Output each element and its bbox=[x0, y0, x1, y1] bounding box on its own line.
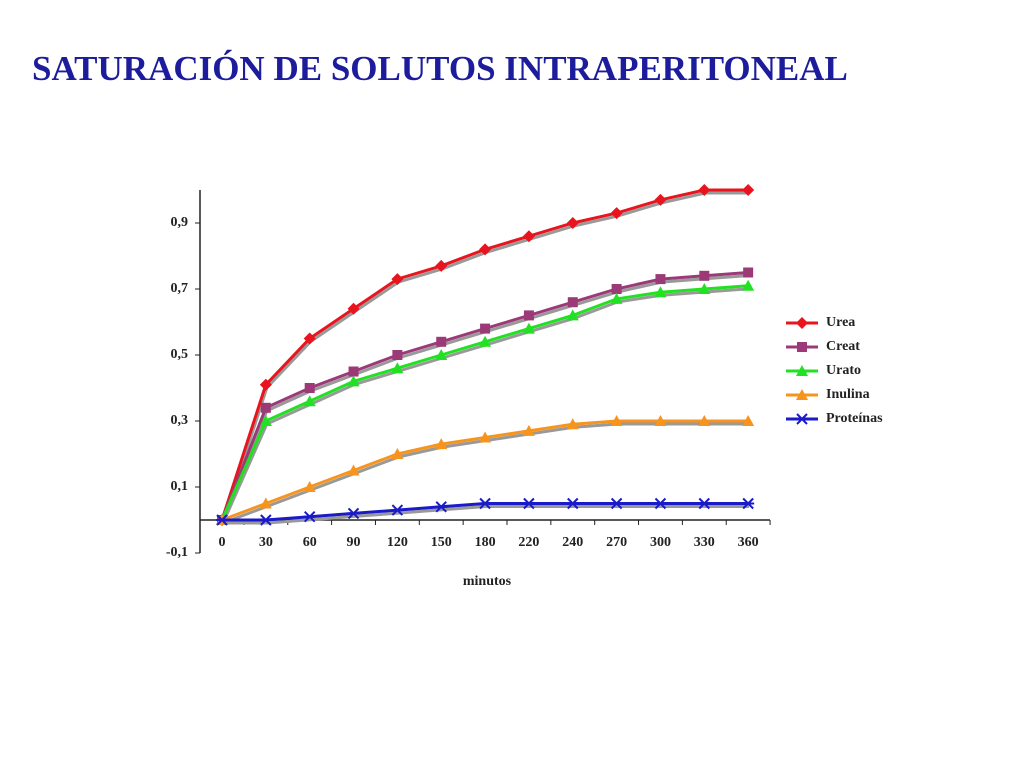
point bbox=[698, 184, 711, 196]
legend-label: Inulina bbox=[826, 387, 870, 402]
point bbox=[742, 279, 755, 291]
legend-label: Urato bbox=[826, 363, 861, 378]
x-tick-label: 60 bbox=[303, 535, 317, 550]
point bbox=[698, 283, 711, 294]
point bbox=[522, 424, 535, 436]
x-tick-label: 0 bbox=[219, 535, 226, 550]
point bbox=[391, 448, 404, 459]
point bbox=[522, 497, 535, 510]
legend-marker bbox=[796, 413, 808, 425]
x-tick-label: 90 bbox=[347, 535, 361, 550]
x-tick-label: 220 bbox=[518, 535, 539, 550]
chart-title: SATURACIÓN DE SOLUTOS INTRAPERITONEAL bbox=[32, 48, 848, 88]
point bbox=[479, 243, 492, 256]
point bbox=[259, 415, 272, 426]
x-tick-label: 360 bbox=[738, 535, 759, 550]
x-tick-label: 150 bbox=[431, 535, 452, 550]
point bbox=[391, 504, 404, 516]
y-tick-label: 0,1 bbox=[171, 479, 189, 494]
line-shadow bbox=[223, 505, 750, 525]
point bbox=[699, 270, 710, 281]
point bbox=[522, 322, 535, 334]
point bbox=[216, 514, 228, 526]
point bbox=[259, 497, 272, 509]
point bbox=[654, 497, 667, 510]
point bbox=[654, 286, 667, 298]
legend-marker bbox=[796, 365, 808, 376]
point bbox=[654, 415, 667, 426]
legend-label: Urea bbox=[826, 315, 855, 330]
line-shadow bbox=[221, 191, 750, 524]
point bbox=[303, 395, 316, 407]
point bbox=[260, 402, 271, 413]
point bbox=[435, 501, 448, 513]
x-tick-label: 270 bbox=[606, 535, 627, 550]
series-line bbox=[220, 284, 749, 521]
point bbox=[523, 310, 534, 321]
point bbox=[435, 438, 448, 450]
point bbox=[347, 302, 360, 315]
y-tick-label: 0,7 bbox=[171, 281, 189, 296]
point bbox=[480, 323, 491, 334]
y-tick-label: 0,3 bbox=[171, 413, 189, 428]
point bbox=[698, 497, 711, 510]
point bbox=[610, 207, 623, 220]
point bbox=[610, 292, 623, 304]
point bbox=[435, 349, 448, 360]
point bbox=[347, 375, 360, 387]
point bbox=[303, 332, 316, 345]
y-tick-label: -0,1 bbox=[166, 545, 188, 560]
x-tick-label: 330 bbox=[694, 535, 715, 550]
point bbox=[654, 193, 667, 206]
point bbox=[610, 497, 623, 510]
y-tick-label: 0,9 bbox=[171, 215, 189, 230]
point bbox=[742, 497, 755, 510]
point bbox=[436, 336, 447, 347]
point bbox=[391, 273, 404, 286]
point bbox=[479, 431, 492, 443]
point bbox=[522, 230, 535, 243]
x-tick-label: 300 bbox=[650, 535, 671, 550]
point bbox=[611, 284, 622, 294]
legend-label: Proteínas bbox=[826, 411, 883, 426]
point bbox=[435, 259, 448, 272]
point bbox=[347, 464, 360, 476]
point bbox=[479, 335, 492, 347]
point bbox=[303, 510, 316, 523]
point bbox=[742, 184, 755, 196]
point bbox=[391, 362, 404, 374]
x-tick-label: 30 bbox=[259, 535, 273, 550]
point bbox=[655, 274, 666, 285]
point bbox=[479, 497, 492, 510]
point bbox=[348, 366, 359, 377]
line-shadow bbox=[221, 274, 750, 524]
point bbox=[259, 378, 272, 391]
point bbox=[392, 350, 403, 360]
point bbox=[566, 418, 579, 430]
point bbox=[347, 507, 360, 520]
point bbox=[566, 497, 579, 510]
x-tick-label: 180 bbox=[475, 535, 496, 550]
legend-label: Creat bbox=[826, 339, 860, 354]
point bbox=[567, 297, 578, 308]
point bbox=[566, 309, 579, 321]
legend-marker bbox=[796, 317, 808, 329]
point bbox=[610, 415, 623, 426]
point bbox=[259, 514, 272, 526]
point bbox=[566, 217, 579, 229]
point bbox=[742, 415, 755, 426]
legend-marker bbox=[796, 389, 808, 400]
x-tick-label: 120 bbox=[387, 535, 408, 550]
legend-marker bbox=[797, 342, 807, 352]
point bbox=[743, 267, 754, 278]
point bbox=[698, 415, 711, 426]
x-axis-label: minutos bbox=[463, 574, 512, 589]
x-tick-label: 240 bbox=[562, 535, 583, 550]
point bbox=[304, 383, 315, 393]
y-tick-label: 0,5 bbox=[171, 347, 189, 362]
series-line bbox=[220, 188, 749, 521]
point bbox=[303, 481, 316, 492]
